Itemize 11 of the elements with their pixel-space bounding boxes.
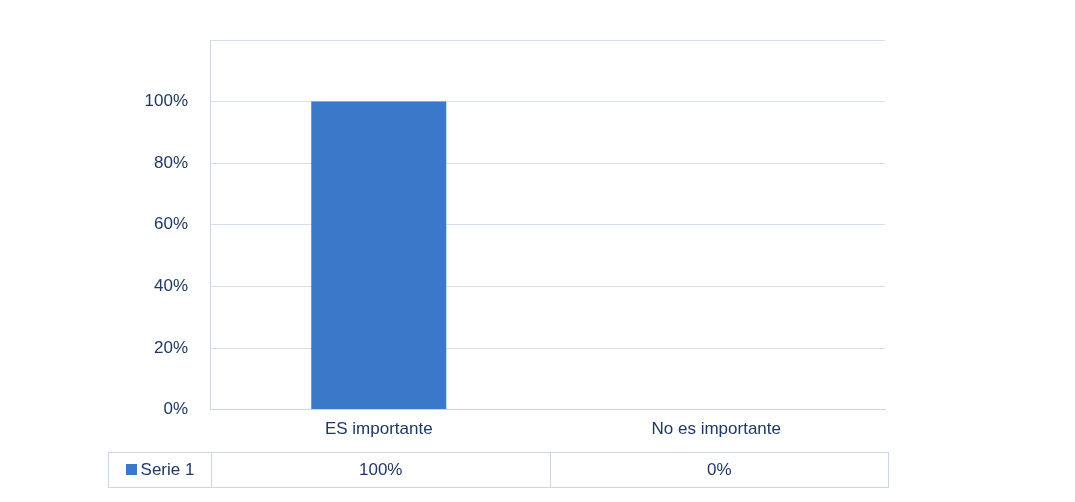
data-label: 100% xyxy=(211,452,550,488)
y-tick-label: 60% xyxy=(153,214,188,234)
x-tick-label: No es importante xyxy=(651,419,781,439)
y-tick-label: 100% xyxy=(144,91,188,111)
y-tick-label: 0% xyxy=(163,399,188,419)
data-label: 0% xyxy=(550,452,889,488)
legend-label: Serie 1 xyxy=(108,452,212,488)
y-tick-label: 20% xyxy=(153,337,188,357)
y-tick-label: 40% xyxy=(153,276,188,296)
y-tick-label: 80% xyxy=(153,152,188,172)
x-tick-label: ES importante xyxy=(324,419,433,439)
